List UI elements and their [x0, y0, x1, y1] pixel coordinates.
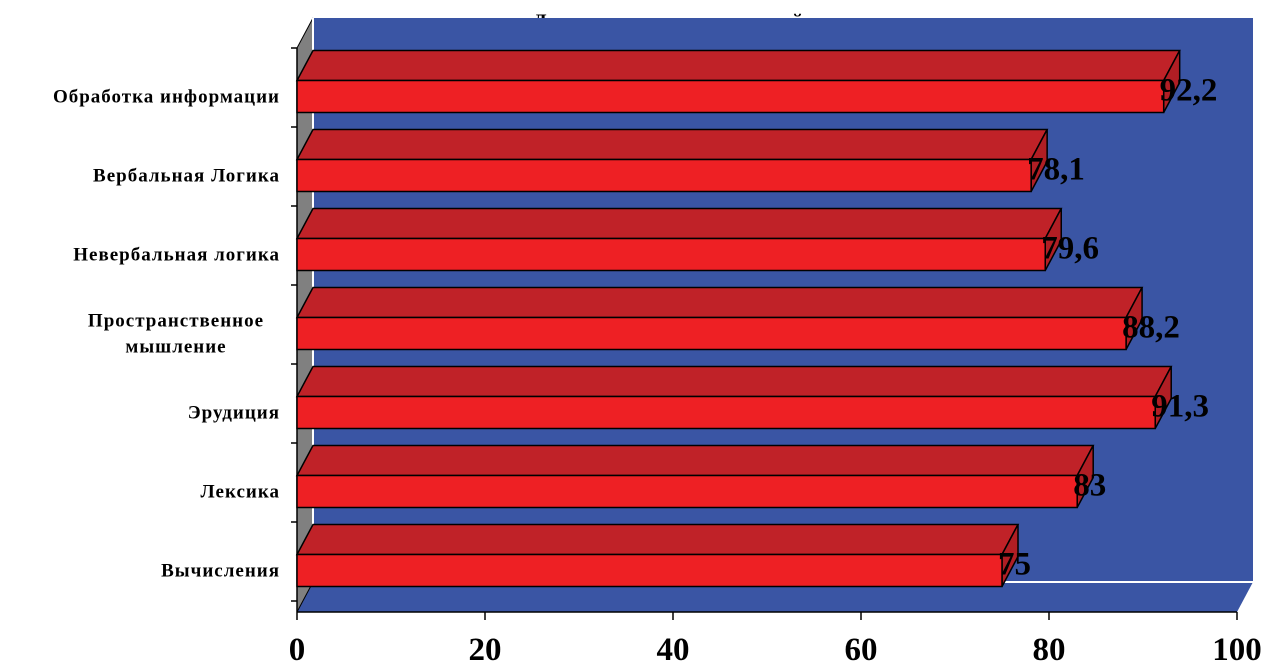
category-label: Вербальная Логика — [93, 166, 280, 187]
category-label-line: Лексика — [201, 482, 280, 503]
value-label: 83 — [1073, 468, 1106, 504]
bar-top-face — [295, 49, 1181, 82]
bar — [295, 128, 1049, 193]
category-label-line: Обработка информации — [53, 87, 280, 108]
bar-top-face — [295, 365, 1173, 398]
category-label-line: Невербальная логика — [73, 245, 280, 266]
bar-front-face — [296, 395, 1156, 430]
x-tick-label: 20 — [469, 632, 502, 668]
bar-front-face — [296, 237, 1046, 272]
category-labels: Обработка информации Вербальная Логика Нев… — [53, 87, 280, 582]
value-label: 78,1 — [1027, 152, 1085, 188]
bar-front-face — [296, 316, 1127, 351]
bar-top-face — [295, 444, 1095, 477]
bar-front-face — [296, 79, 1165, 114]
value-label: 79,6 — [1041, 231, 1099, 267]
bar — [295, 286, 1144, 351]
value-label: 92,2 — [1160, 73, 1218, 109]
bar-front-face — [296, 474, 1078, 509]
bar — [295, 49, 1181, 114]
chart-bars — [295, 49, 1181, 588]
value-labels: 92,2 78,1 79,6 88,2 91,3 83 75 — [998, 73, 1217, 583]
category-label-line: Эрудиция — [188, 403, 280, 424]
bar — [295, 365, 1173, 430]
category-label: Вычисления — [161, 561, 280, 582]
category-label: Лексика — [201, 482, 280, 503]
category-label-line: Пространственное — [88, 311, 264, 332]
category-label: Обработка информации — [53, 87, 280, 108]
bar-front-face — [296, 553, 1003, 588]
bar-top-face — [295, 523, 1020, 556]
value-label: 88,2 — [1122, 310, 1180, 346]
category-label-line: Вербальная Логика — [93, 166, 280, 187]
bar — [295, 523, 1020, 588]
bar-top-face — [295, 286, 1144, 319]
bar — [295, 444, 1095, 509]
category-label: Невербальная логика — [73, 245, 280, 266]
x-tick-label: 60 — [845, 632, 878, 668]
bar-top-face — [295, 128, 1049, 161]
x-tick-label: 0 — [289, 632, 306, 668]
x-tick-label: 40 — [657, 632, 690, 668]
bar-top-face — [295, 207, 1063, 240]
category-label-line: мышление — [125, 337, 226, 358]
x-tick-label: 80 — [1033, 632, 1066, 668]
category-label: Пространственное мышление — [88, 311, 264, 358]
category-label-line: Вычисления — [161, 561, 280, 582]
value-label: 91,3 — [1151, 389, 1209, 425]
bar — [295, 207, 1063, 272]
category-label: Эрудиция — [188, 403, 280, 424]
value-label: 75 — [998, 547, 1031, 583]
floor — [297, 582, 1253, 612]
bar-front-face — [296, 158, 1032, 193]
x-tick-label: 100 — [1212, 632, 1262, 668]
x-axis-tick-labels: 0 20 40 60 80 100 — [289, 632, 1262, 668]
